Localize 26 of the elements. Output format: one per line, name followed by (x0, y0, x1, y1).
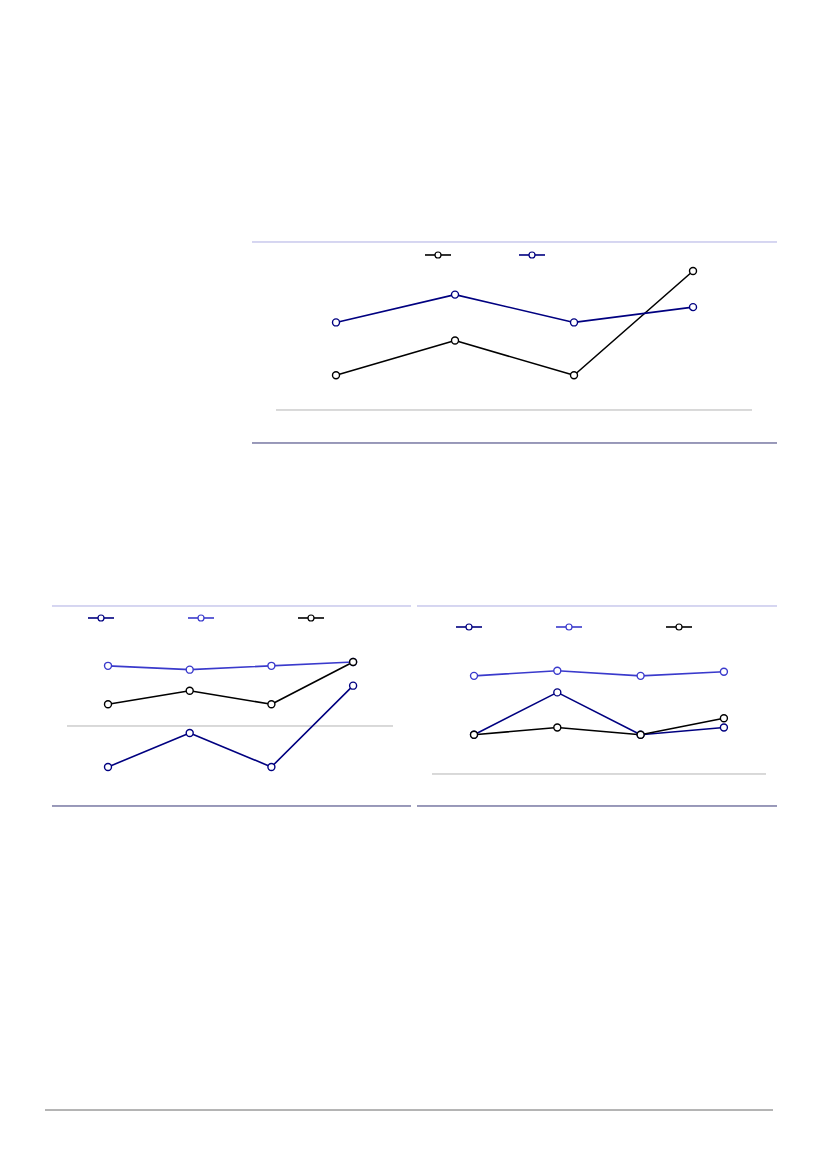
point (348, 681, 358, 690)
point (267, 762, 276, 772)
point (103, 700, 113, 709)
point (636, 671, 645, 681)
point (267, 661, 276, 671)
point (331, 318, 341, 327)
point (569, 318, 579, 327)
point (185, 665, 194, 674)
point (103, 661, 113, 671)
point (103, 762, 113, 772)
point (450, 336, 460, 345)
point (469, 671, 479, 681)
point (553, 688, 562, 697)
point (719, 667, 729, 676)
point (553, 666, 562, 675)
point (553, 723, 562, 732)
point (331, 371, 341, 380)
point (450, 290, 460, 299)
point (569, 371, 579, 380)
point (719, 714, 729, 723)
point (185, 728, 194, 738)
point (267, 700, 276, 709)
point (719, 723, 729, 732)
point (688, 266, 698, 276)
point (185, 686, 194, 695)
point (688, 302, 698, 312)
